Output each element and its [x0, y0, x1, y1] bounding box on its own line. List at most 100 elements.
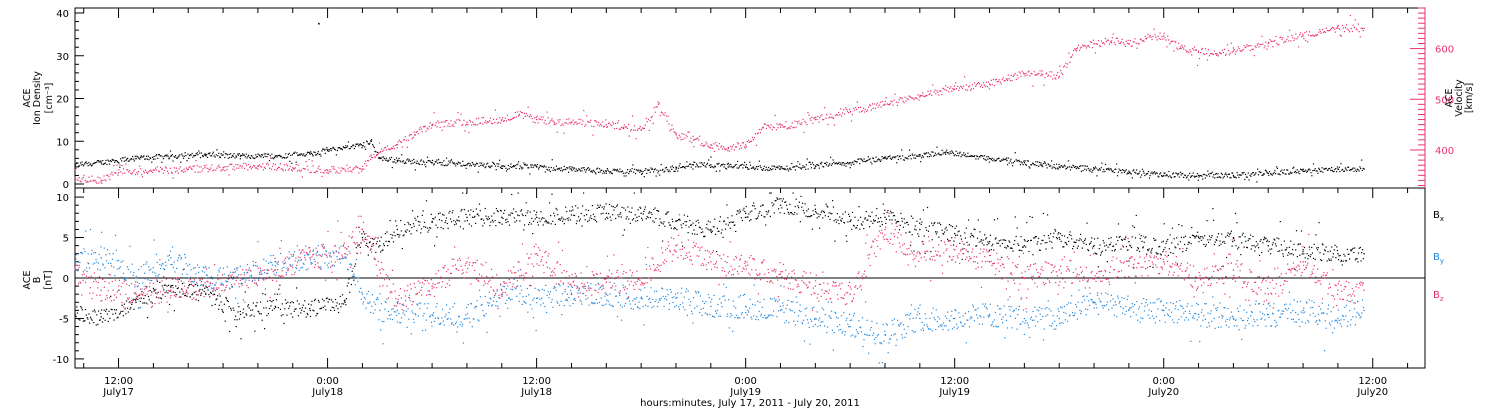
- bx-point: [368, 242, 371, 244]
- bx-point: [497, 210, 499, 213]
- bx-point: [408, 223, 410, 225]
- density-point: [441, 161, 443, 164]
- bx-point: [1215, 239, 1217, 241]
- bx-point: [1035, 235, 1037, 238]
- density-point: [340, 148, 342, 150]
- velocity-point: [1245, 46, 1247, 48]
- velocity-point: [428, 125, 430, 128]
- density-point: [761, 169, 763, 171]
- density-point: [746, 166, 748, 169]
- bx-point: [185, 294, 187, 297]
- bx-point: [275, 299, 278, 301]
- bx-point: [1161, 241, 1163, 243]
- bx-point: [212, 290, 214, 292]
- by-point: [201, 284, 203, 286]
- velocity-point: [169, 167, 172, 169]
- density-point: [184, 152, 186, 154]
- velocity-point: [1011, 80, 1013, 82]
- density-point: [881, 156, 883, 158]
- bx-point: [719, 216, 722, 218]
- by-point: [167, 255, 169, 257]
- bx-point: [400, 230, 402, 232]
- density-point: [136, 155, 138, 157]
- density-point: [326, 150, 329, 152]
- density-point: [585, 169, 588, 171]
- density-point: [1244, 178, 1246, 181]
- bx-point: [1334, 244, 1336, 246]
- velocity-point: [1076, 47, 1079, 49]
- velocity-point: [1108, 43, 1110, 45]
- bx-point: [1329, 250, 1331, 252]
- bx-point: [1079, 238, 1081, 240]
- density-point: [959, 151, 961, 153]
- velocity-point: [976, 82, 979, 85]
- density-point: [306, 152, 308, 154]
- bx-point: [745, 212, 747, 214]
- bx-point: [233, 309, 235, 311]
- density-point: [735, 163, 737, 166]
- velocity-point: [1302, 33, 1304, 35]
- density-point: [792, 166, 794, 168]
- bx-point: [428, 229, 430, 231]
- bx-point: [424, 221, 426, 224]
- bx-point: [908, 231, 910, 233]
- density-tick-label: 30: [56, 52, 69, 63]
- velocity-point: [1314, 35, 1316, 37]
- velocity-point: [195, 160, 197, 162]
- density-point: [345, 145, 347, 147]
- bx-point: [389, 219, 391, 222]
- bx-point: [96, 314, 98, 316]
- bx-point: [708, 229, 710, 231]
- bx-point: [350, 283, 353, 286]
- density-point: [1338, 166, 1340, 168]
- velocity-point: [359, 167, 361, 170]
- bx-point: [649, 217, 652, 219]
- bx-point: [586, 214, 588, 216]
- bx-point: [125, 313, 127, 315]
- bx-point: [403, 234, 405, 236]
- velocity-point: [791, 122, 793, 124]
- velocity-point: [945, 85, 947, 87]
- velocity-point: [1104, 37, 1107, 40]
- bx-point: [1286, 247, 1288, 249]
- density-point: [687, 165, 689, 167]
- by-point: [151, 279, 153, 282]
- velocity-point: [79, 180, 81, 182]
- velocity-point: [208, 168, 210, 170]
- bx-point: [742, 209, 744, 211]
- density-point: [607, 169, 609, 171]
- by-point: [74, 261, 76, 263]
- density-point: [483, 163, 485, 165]
- velocity-point: [1012, 75, 1014, 77]
- velocity-point: [198, 166, 200, 168]
- density-point: [799, 167, 801, 169]
- bx-point: [919, 228, 921, 231]
- bx-point: [562, 218, 564, 220]
- density-point: [775, 166, 777, 168]
- velocity-point: [992, 78, 995, 81]
- density-point: [564, 169, 566, 171]
- velocity-point: [1155, 36, 1157, 38]
- velocity-point: [1061, 72, 1063, 74]
- density-point: [328, 149, 331, 151]
- bx-point: [585, 209, 587, 211]
- bx-point: [146, 286, 148, 288]
- bx-point: [883, 213, 885, 215]
- density-point: [1003, 159, 1005, 161]
- bx-point: [397, 234, 399, 236]
- bx-point: [292, 316, 294, 318]
- bx-point: [583, 215, 585, 217]
- velocity-point: [1279, 37, 1281, 39]
- velocity-point: [573, 123, 575, 126]
- velocity-point: [876, 102, 878, 104]
- by-point: [120, 261, 122, 263]
- density-point: [849, 167, 851, 169]
- density-point: [562, 168, 564, 171]
- density-point: [1300, 169, 1303, 171]
- density-point: [508, 168, 510, 170]
- density-point: [1302, 170, 1304, 172]
- bx-point: [222, 311, 224, 313]
- bx-point: [605, 212, 607, 214]
- velocity-point: [1319, 31, 1322, 33]
- density-point: [313, 151, 315, 153]
